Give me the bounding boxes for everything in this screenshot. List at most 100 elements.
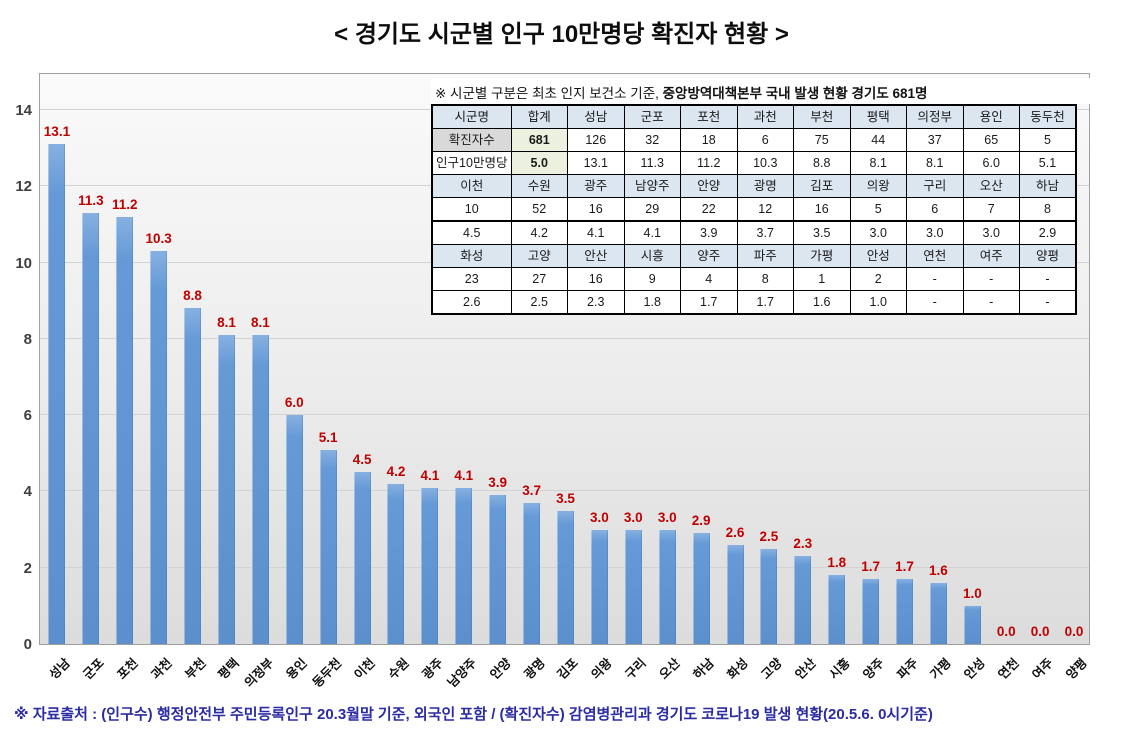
table-cell: 44 [849, 128, 907, 152]
table-row: 화성 고양 안산 시흥 양주 파주 가평 안성 연천 여주 양평 [431, 244, 1077, 268]
bar-value-label: 1.7 [861, 559, 881, 575]
table-cell: 8.1 [849, 151, 907, 175]
table-cell: 하남 [1019, 174, 1077, 198]
table-cell: 4 [680, 267, 738, 291]
table-cell: - [906, 290, 964, 315]
table-row: 인구10만명당 5.0 13.1 11.3 11.2 10.3 8.8 8.1 8.1 6.0 5.… [431, 151, 1077, 175]
table-cell: 3.0 [906, 220, 964, 245]
x-axis-label: 용인 [283, 655, 310, 683]
table-cell: 의정부 [906, 104, 964, 129]
table-cell: 32 [623, 128, 681, 152]
table-cell: 가평 [793, 244, 851, 268]
bar [896, 579, 914, 644]
bar-value-label: 8.8 [183, 288, 202, 304]
bar [150, 251, 168, 644]
gridline [40, 490, 1089, 492]
table-cell: 광명 [736, 174, 794, 198]
table-cell: 이천 [431, 174, 512, 198]
bar-value-label: 10.3 [145, 231, 172, 247]
table-cell: 6 [736, 128, 794, 152]
bar-value-label: 2.5 [759, 528, 779, 544]
bar-value-label: 8.1 [217, 315, 236, 331]
table-cell: 안양 [680, 174, 738, 198]
bar [726, 544, 744, 644]
table-cell: 22 [680, 197, 738, 222]
table-cell: 3.7 [736, 220, 794, 245]
x-axis-label: 안성 [961, 655, 989, 683]
x-axis-label: 수원 [385, 655, 412, 683]
table-cell: 1.8 [623, 290, 681, 315]
table-cell: 합계 [510, 104, 568, 129]
table-cell: 52 [510, 197, 568, 222]
data-table: 시군명 합계 성남 군포 포천 과천 부천 평택 의정부 용인 동두천 확진자수 681 126 32 18 6… [431, 104, 1077, 315]
bar [421, 487, 439, 644]
table-cell: 1.7 [736, 290, 794, 315]
x-axis-label: 여주 [1029, 655, 1056, 683]
table-note-normal: ※ 시군별 구분은 최초 인지 보건소 기준, [435, 86, 663, 101]
table-cell: 29 [623, 197, 681, 222]
bar-value-label: 11.3 [78, 193, 104, 209]
table-cell: 1.7 [680, 290, 738, 315]
bar [794, 556, 812, 644]
table-cell: 포천 [680, 104, 738, 129]
table-cell: - [1019, 290, 1077, 315]
y-axis-label: 8 [23, 330, 32, 348]
table-cell: 4.2 [510, 220, 568, 245]
x-axis-label: 포천 [114, 655, 141, 683]
bar-value-label: 0.0 [1030, 624, 1050, 639]
bar-value-label: 3.7 [522, 482, 541, 498]
table-cell: 안산 [567, 244, 625, 268]
bar-value-label: 3.0 [590, 509, 609, 525]
table-cell: 16 [793, 197, 851, 222]
bar [285, 415, 303, 644]
x-axis-label: 구리 [622, 655, 650, 683]
table-cell: 2.9 [1019, 220, 1077, 245]
table-cell: 수원 [510, 174, 568, 198]
bar [184, 308, 202, 644]
x-axis-label: 의왕 [588, 655, 616, 683]
y-axis-label: 10 [15, 254, 32, 272]
table-cell: 3.0 [962, 220, 1020, 245]
bar [387, 483, 405, 644]
table-cell: 9 [623, 267, 681, 291]
x-axis-label: 화성 [724, 655, 751, 683]
table-cell: 동두천 [1019, 104, 1077, 129]
table-cell: 2.5 [510, 290, 568, 315]
table-cell: 여주 [962, 244, 1020, 268]
x-axis-label: 동두천 [309, 655, 344, 691]
y-axis-label: 0 [23, 636, 32, 653]
table-cell: 시흥 [623, 244, 681, 268]
bar-value-label: 8.1 [250, 315, 270, 331]
table-cell: 인구10만명당 [431, 151, 512, 175]
bar [353, 472, 371, 644]
bar-value-label: 3.0 [657, 509, 677, 525]
table-cell: 37 [906, 128, 964, 152]
x-axis-label: 평택 [216, 655, 243, 683]
bar-value-label: 13.1 [43, 124, 71, 140]
table-cell: - [1019, 267, 1077, 291]
bar-value-label: 3.9 [488, 475, 508, 491]
table-cell: - [962, 290, 1020, 315]
bar [217, 335, 235, 644]
table-cell: 1 [793, 267, 851, 291]
table-cell: 10.3 [736, 151, 794, 175]
table-cell: 광주 [567, 174, 625, 198]
table-cell: 12 [736, 197, 794, 222]
table-cell: 4.5 [431, 220, 512, 245]
x-axis-label: 군포 [80, 655, 107, 683]
table-cell: 화성 [431, 244, 512, 268]
bar [523, 502, 541, 644]
table-cell: 65 [962, 128, 1020, 152]
bar [319, 449, 337, 644]
table-cell: 3.0 [849, 220, 907, 245]
table-row: 시군명 합계 성남 군포 포천 과천 부천 평택 의정부 용인 동두천 [431, 104, 1077, 129]
table-note: ※ 시군별 구분은 최초 인지 보건소 기준, 중앙방역대책본부 국내 발생 현… [431, 78, 1090, 104]
table-cell: 안성 [849, 244, 907, 268]
y-axis-label: 12 [15, 178, 32, 196]
x-axis-label: 의정부 [241, 655, 277, 691]
bar-value-label: 1.8 [827, 555, 847, 571]
bar-value-label: 0.0 [996, 624, 1016, 639]
x-axis-label: 연천 [995, 655, 1022, 683]
table-cell: 고양 [510, 244, 568, 268]
bar [590, 529, 608, 644]
